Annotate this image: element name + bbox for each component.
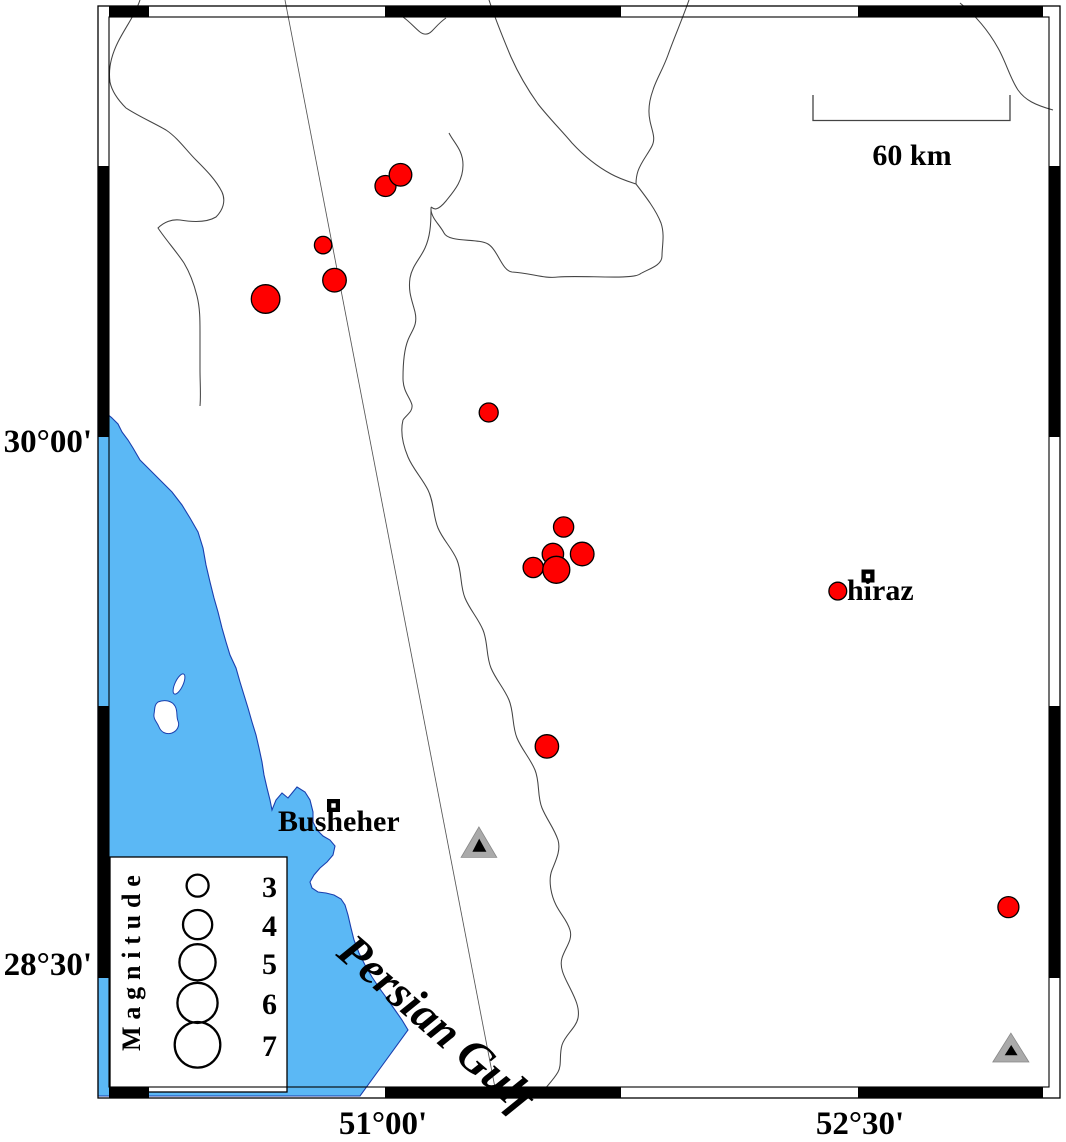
svg-text:5: 5 bbox=[262, 948, 277, 981]
svg-text:3: 3 bbox=[262, 871, 277, 904]
svg-text:52°30': 52°30' bbox=[816, 1106, 904, 1142]
svg-text:Busheher: Busheher bbox=[278, 805, 400, 838]
svg-text:Magnitude: Magnitude bbox=[117, 868, 146, 1051]
svg-text:51°00': 51°00' bbox=[339, 1106, 427, 1142]
svg-text:60 km: 60 km bbox=[872, 139, 951, 172]
svg-text:7: 7 bbox=[262, 1030, 277, 1063]
svg-text:6: 6 bbox=[262, 988, 277, 1021]
svg-text:28°30': 28°30' bbox=[4, 947, 92, 983]
svg-text:30°00': 30°00' bbox=[4, 424, 92, 460]
svg-text:4: 4 bbox=[262, 910, 277, 943]
svg-text:hiraz: hiraz bbox=[847, 574, 914, 607]
